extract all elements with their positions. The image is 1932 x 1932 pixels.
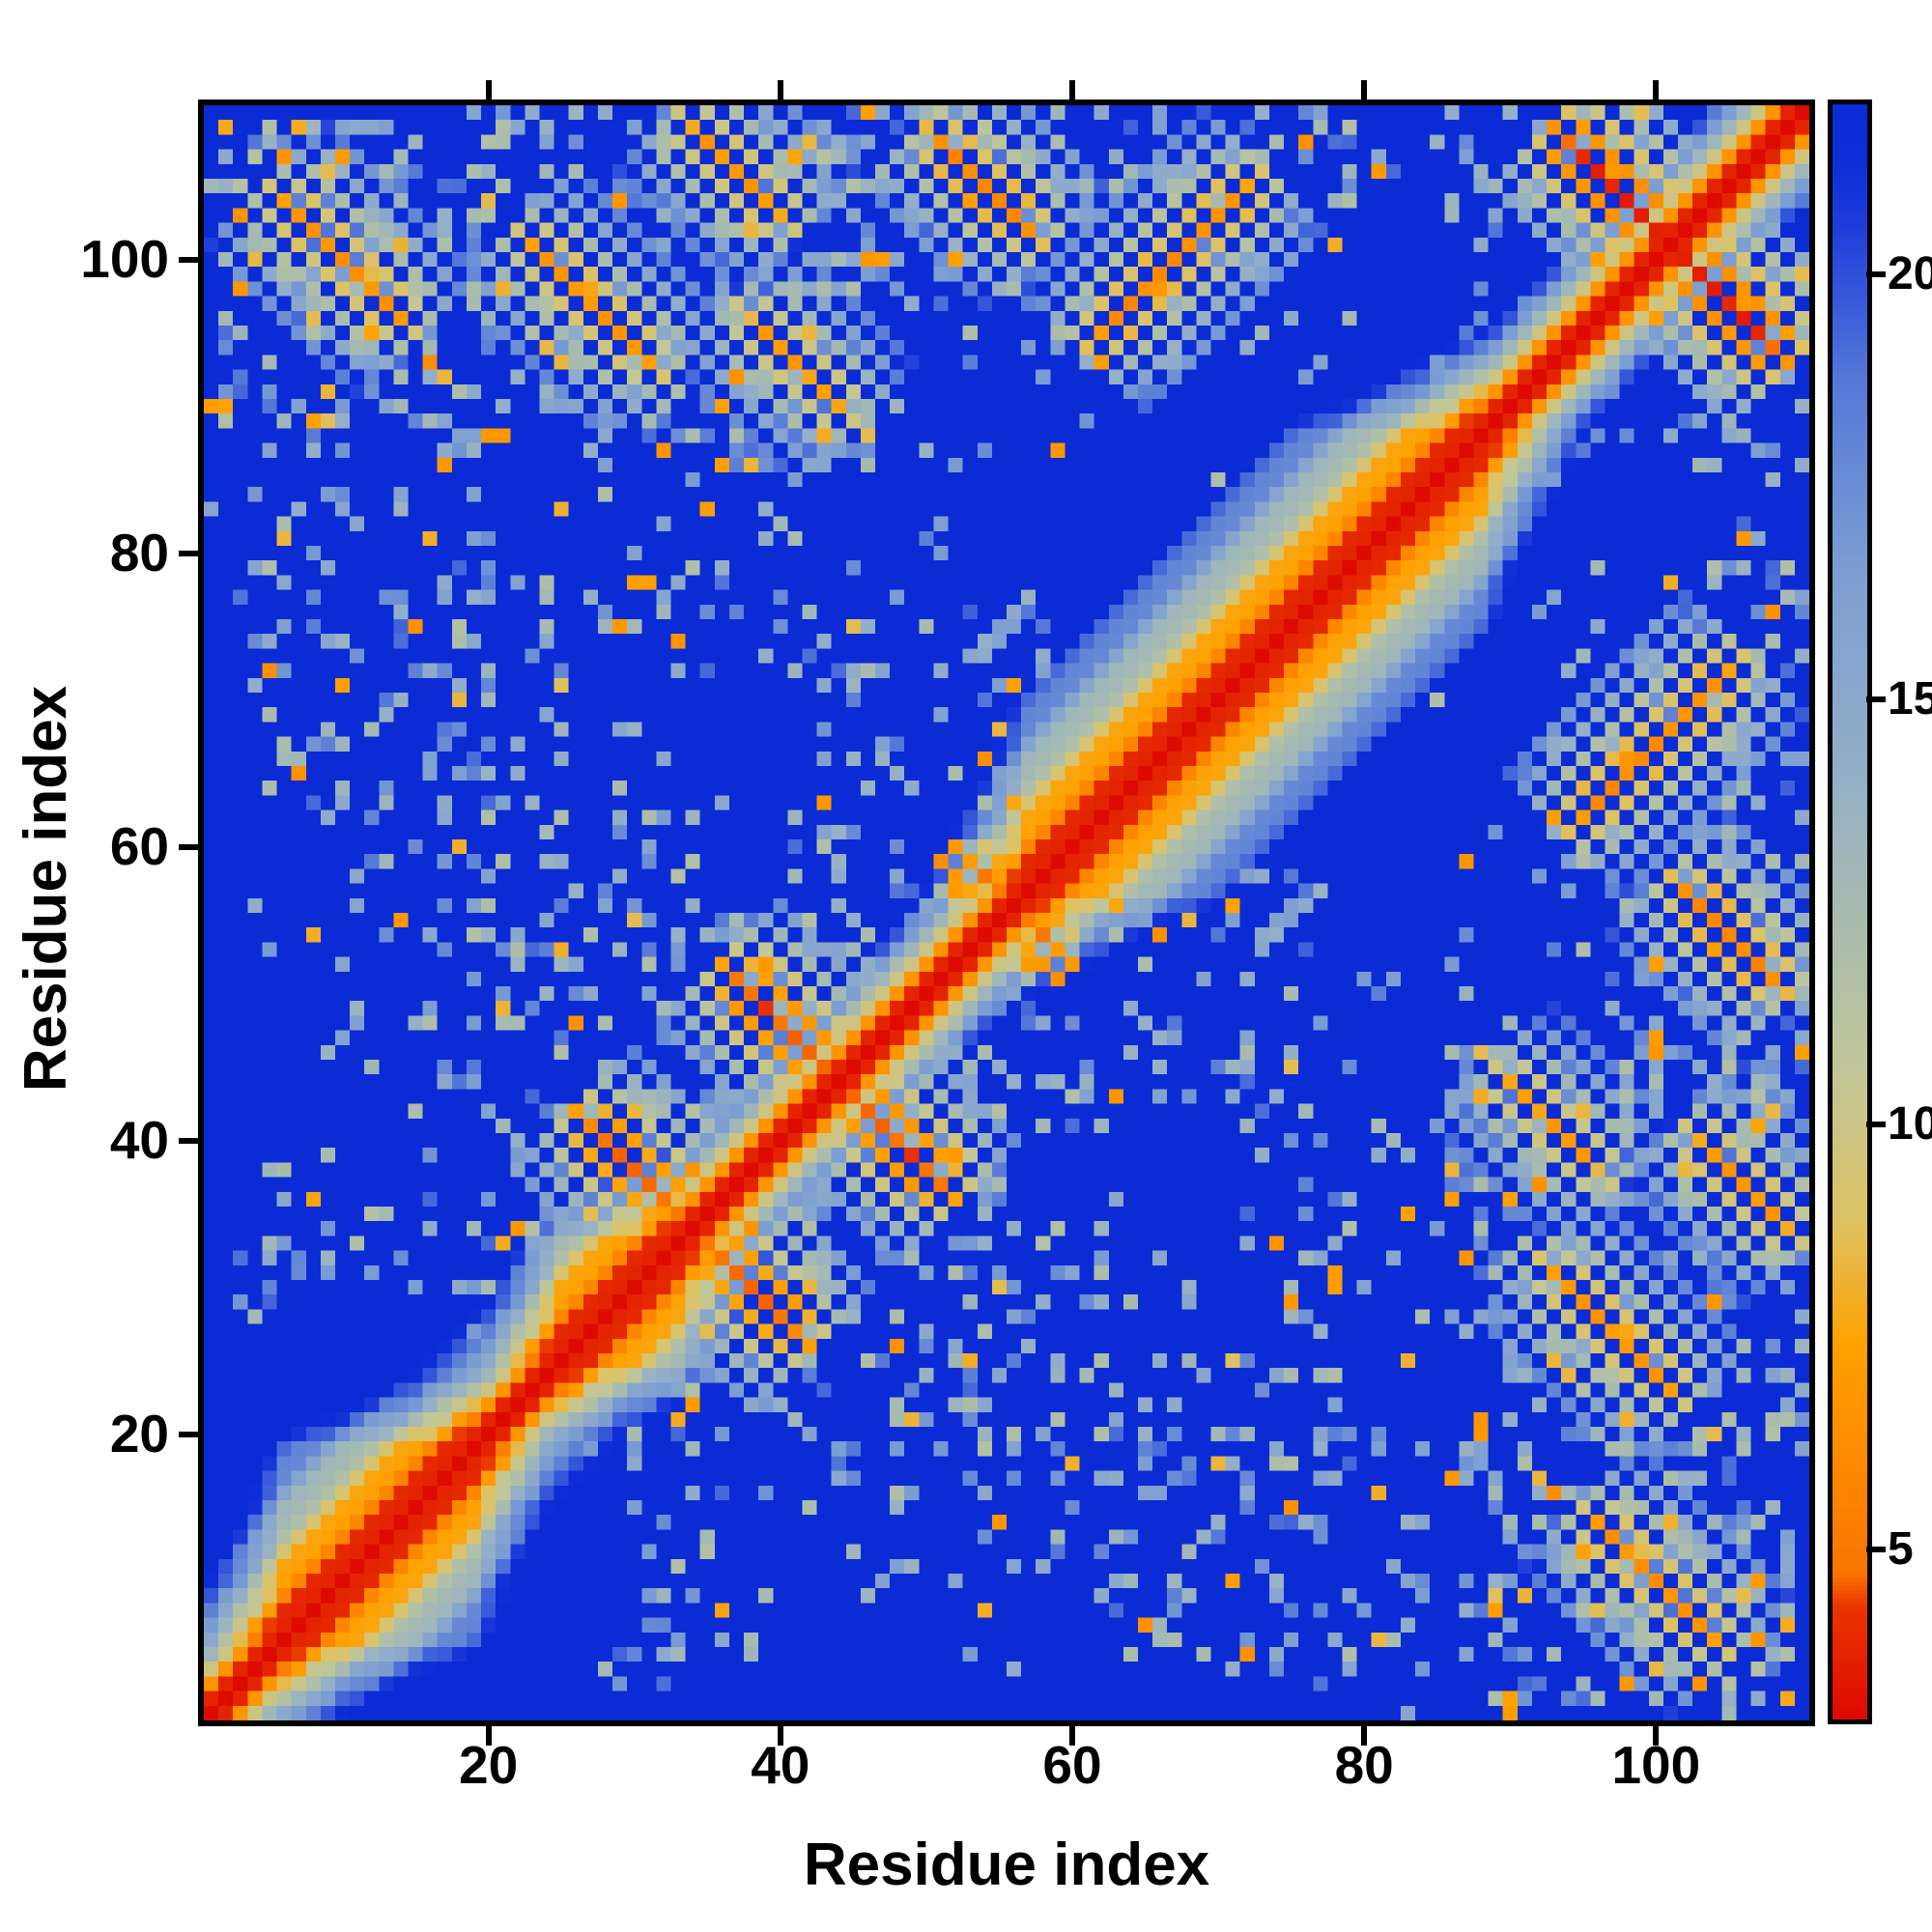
y-tick-mark xyxy=(179,1431,198,1437)
x-tick-label: 100 xyxy=(1611,1735,1701,1795)
y-tick-mark xyxy=(179,843,198,850)
colorbar xyxy=(1828,99,1872,1724)
colorbar-tick-mark xyxy=(1866,1122,1886,1127)
colorbar-tick-mark xyxy=(1866,271,1886,277)
x-tick-label: 20 xyxy=(459,1735,519,1795)
x-axis-label: Residue index xyxy=(803,1832,1210,1898)
colorbar-tick-label: 15 xyxy=(1888,673,1932,724)
x-tick-mark-bottom xyxy=(1361,1726,1368,1746)
colorbar-tick-label: 10 xyxy=(1888,1098,1932,1150)
y-axis-label: Residue index xyxy=(13,685,79,1093)
y-tick-mark xyxy=(179,256,198,263)
x-tick-label: 40 xyxy=(751,1735,810,1795)
colorbar-tick-label: 20 xyxy=(1888,248,1932,299)
colorbar-tick-mark xyxy=(1866,1547,1886,1552)
x-tick-label: 60 xyxy=(1042,1735,1102,1795)
x-tick-mark-bottom xyxy=(1653,1726,1660,1746)
colorbar-tick-label: 5 xyxy=(1888,1523,1914,1575)
y-tick-label: 100 xyxy=(80,228,169,289)
y-tick-label: 60 xyxy=(109,815,169,876)
y-tick-label: 20 xyxy=(109,1403,169,1463)
y-tick-mark xyxy=(179,1137,198,1144)
y-tick-label: 80 xyxy=(109,522,169,582)
x-tick-mark-top xyxy=(485,80,492,99)
x-tick-mark-top xyxy=(1361,80,1368,99)
x-tick-label: 80 xyxy=(1334,1735,1394,1795)
x-tick-mark-bottom xyxy=(1068,1726,1075,1746)
x-tick-mark-top xyxy=(777,80,783,99)
x-tick-mark-top xyxy=(1653,80,1660,99)
colorbar-canvas xyxy=(1833,104,1867,1719)
x-tick-mark-bottom xyxy=(485,1726,492,1746)
x-tick-mark-bottom xyxy=(777,1726,783,1746)
y-tick-mark xyxy=(179,550,198,556)
y-tick-label: 40 xyxy=(109,1109,169,1170)
heatmap-plot-frame xyxy=(198,99,1815,1726)
heatmap-canvas xyxy=(204,105,1809,1720)
colorbar-tick-mark xyxy=(1866,696,1886,702)
x-tick-mark-top xyxy=(1068,80,1075,99)
